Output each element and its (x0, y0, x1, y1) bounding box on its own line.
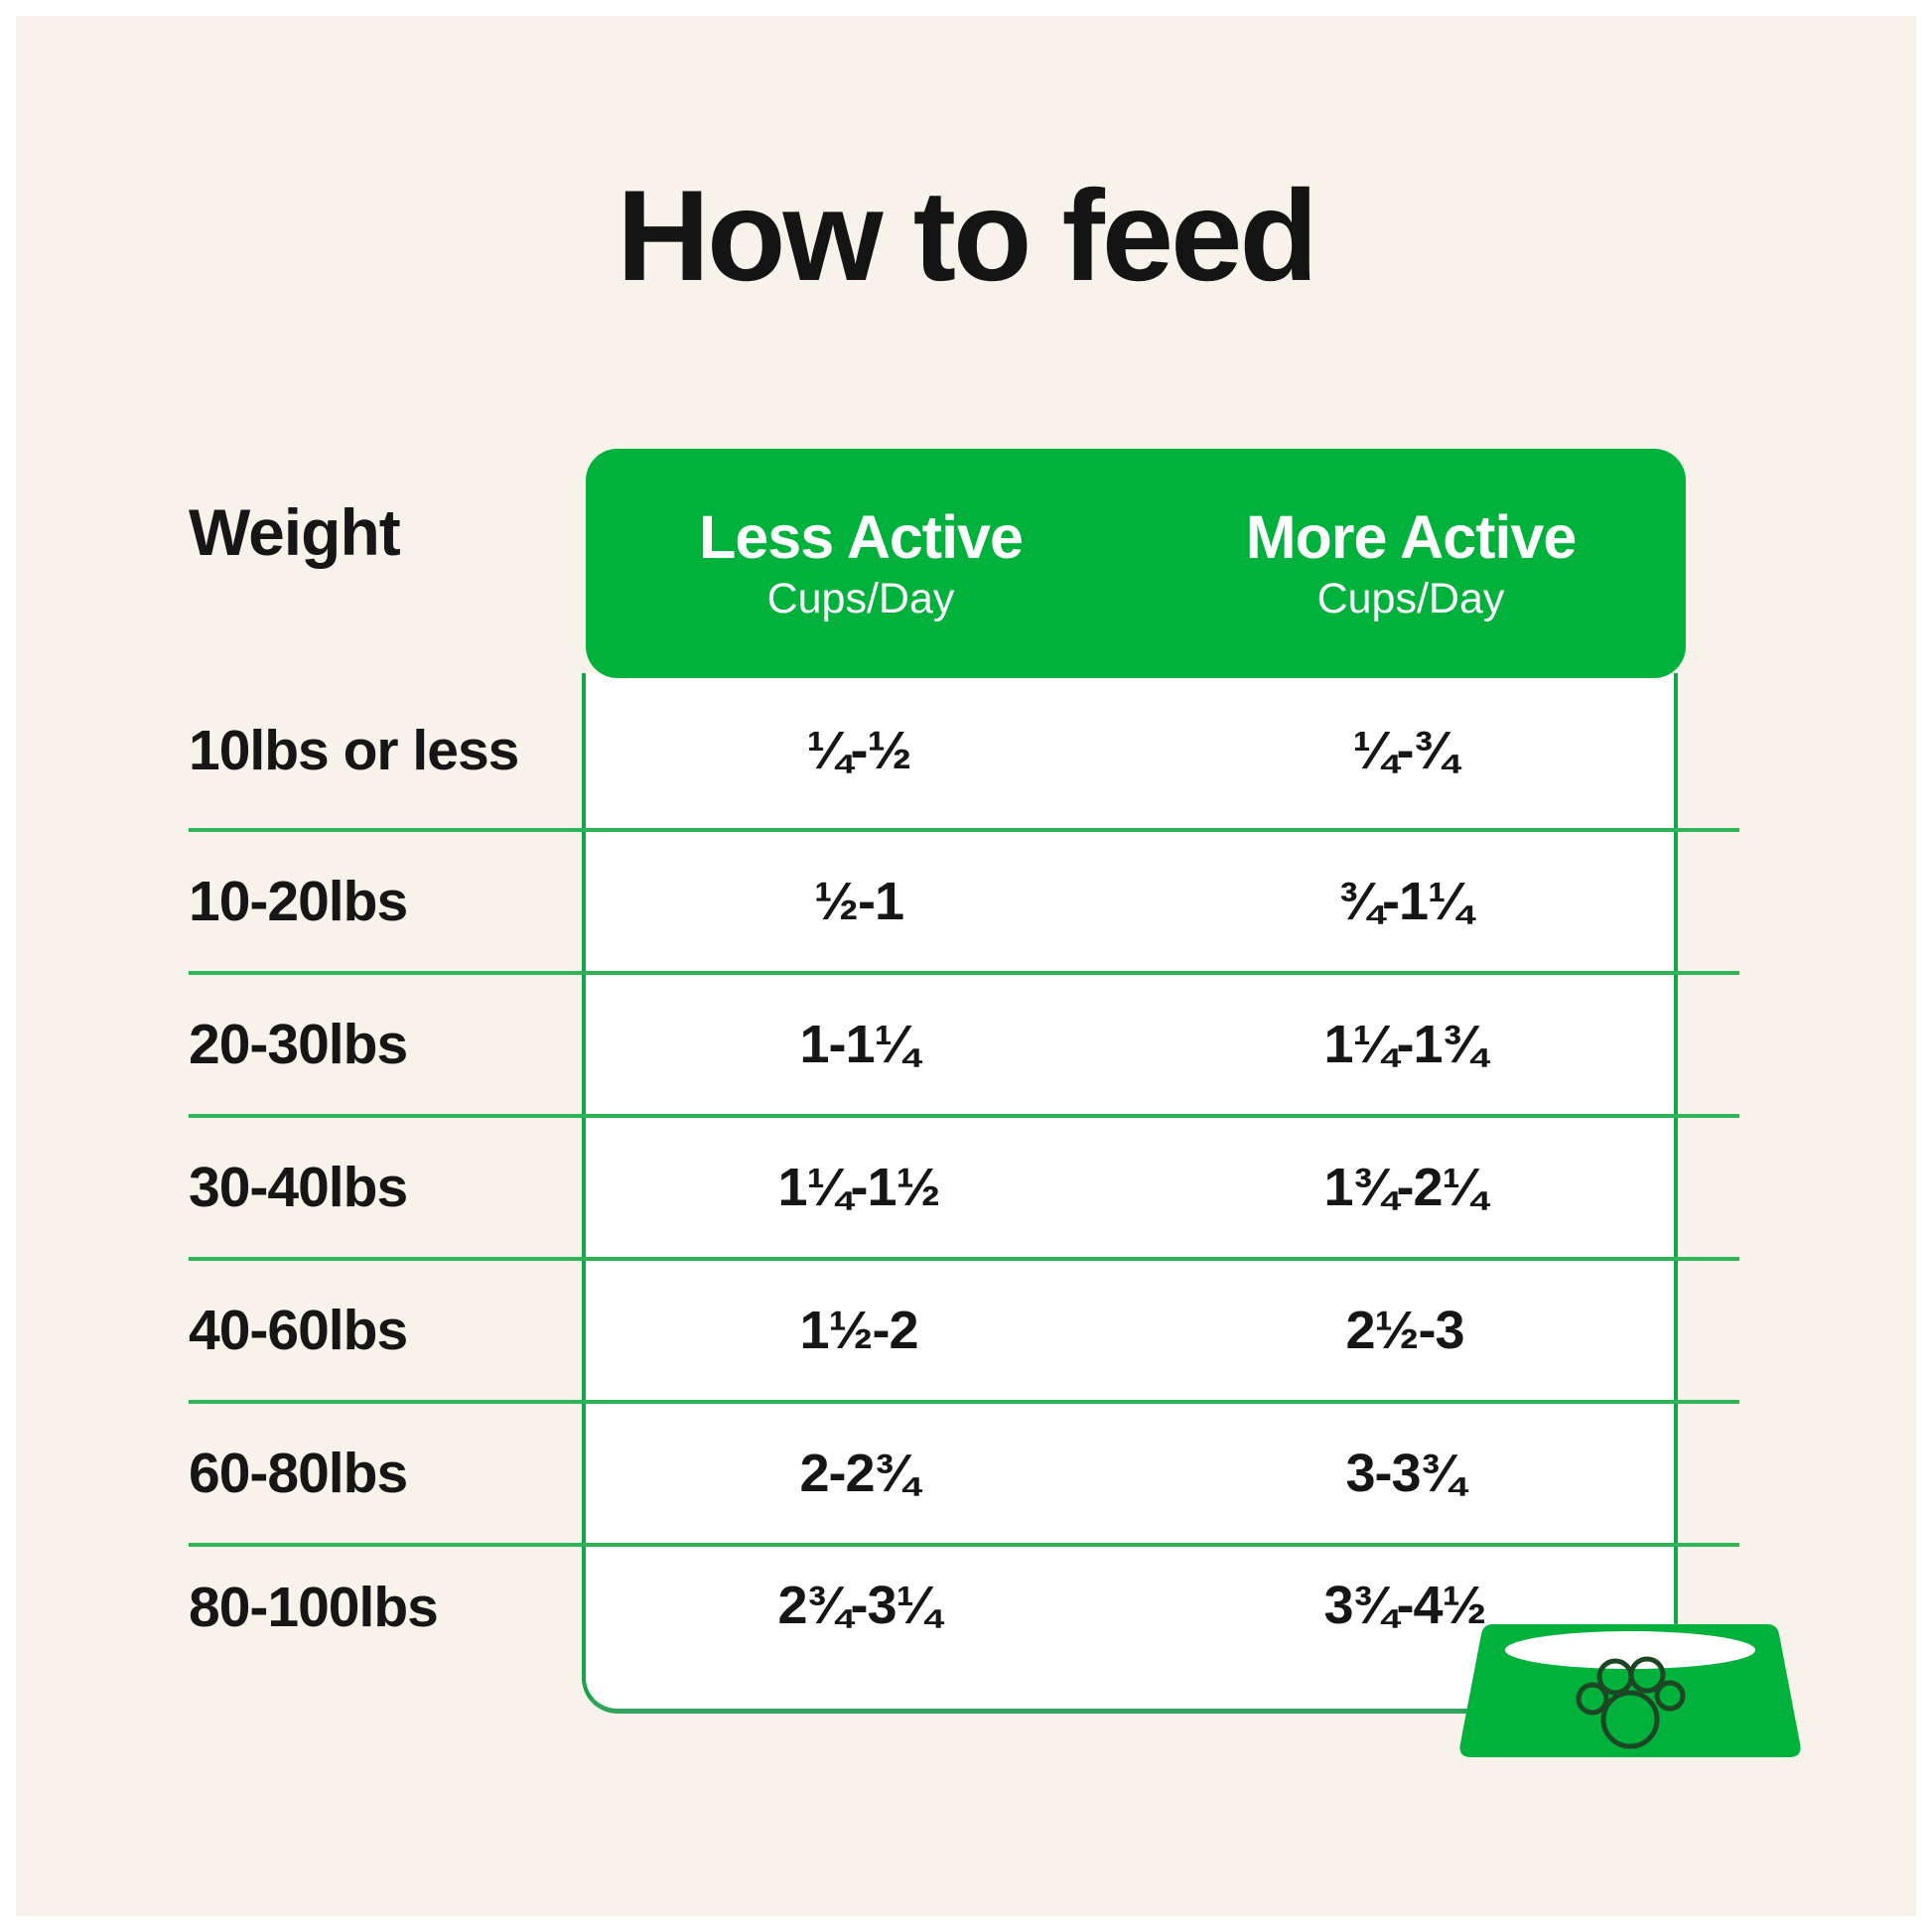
less-active-value: 1½-2 (799, 1301, 918, 1360)
table-header: Less Active Cups/Day More Active Cups/Da… (586, 449, 1686, 678)
table-row: 20-30lbs 1-1¼ 1¼-1¾ (189, 975, 1739, 1118)
row-values: ½-1 ¾-1¼ (586, 871, 1678, 932)
column-subtitle: Cups/Day (766, 574, 955, 622)
more-active-value: ¾-1¼ (1337, 872, 1472, 931)
row-values: 2¾-3¼ 3¾-4½ (586, 1547, 1678, 1636)
more-active-value: 3-3¾ (1345, 1444, 1464, 1503)
row-values: ¼-½ ¼-¾ (586, 720, 1678, 781)
column-header-more-active: More Active Cups/Day (1136, 449, 1686, 678)
dog-bowl-paw-icon (1459, 1624, 1801, 1757)
row-weight-label: 30-40lbs (189, 1156, 408, 1219)
row-values: 1¼-1½ 1¾-2¼ (586, 1157, 1678, 1218)
table-row: 40-60lbs 1½-2 2½-3 (189, 1261, 1739, 1404)
less-active-value: ¼-½ (806, 721, 911, 780)
row-weight-label: 20-30lbs (189, 1013, 408, 1076)
more-active-value: ¼-¾ (1352, 721, 1457, 780)
column-subtitle: Cups/Day (1316, 574, 1505, 622)
table-body-panel (582, 673, 1678, 1714)
less-active-value: 1¼-1½ (777, 1158, 940, 1217)
column-header-less-active: Less Active Cups/Day (586, 449, 1136, 678)
more-active-value: 1¼-1¾ (1323, 1015, 1486, 1074)
less-active-value: 1-1¼ (799, 1015, 918, 1074)
table-row: 30-40lbs 1¼-1½ 1¾-2¼ (189, 1118, 1739, 1261)
table-row: 10lbs or less ¼-½ ¼-¾ (189, 673, 1739, 832)
more-active-value: 2½-3 (1345, 1301, 1464, 1360)
row-weight-label: 40-60lbs (189, 1299, 408, 1362)
less-active-value: 2¾-3¼ (777, 1576, 940, 1635)
less-active-value: ½-1 (813, 872, 904, 931)
page-title: How to feed (617, 163, 1318, 308)
row-values: 1½-2 2½-3 (586, 1300, 1678, 1361)
table-row: 80-100lbs 2¾-3¼ 3¾-4½ (189, 1547, 1739, 1714)
row-weight-label: 10-20lbs (189, 870, 408, 933)
table-rows: 10lbs or less ¼-½ ¼-¾ 10-20lbs ½-1 ¾-1¼ … (189, 673, 1739, 1714)
row-weight-label: 80-100lbs (189, 1576, 439, 1639)
row-weight-label: 60-80lbs (189, 1442, 408, 1505)
column-title: More Active (1245, 502, 1578, 571)
column-title: Less Active (699, 502, 1024, 571)
table-row: 60-80lbs 2-2¾ 3-3¾ (189, 1404, 1739, 1547)
less-active-value: 2-2¾ (799, 1444, 918, 1503)
table-row: 10-20lbs ½-1 ¾-1¼ (189, 832, 1739, 975)
row-weight-label: 10lbs or less (189, 719, 519, 782)
more-active-value: 1¾-2¼ (1323, 1158, 1486, 1217)
row-values: 2-2¾ 3-3¾ (586, 1443, 1678, 1504)
weight-column-header: Weight (189, 495, 401, 569)
row-values: 1-1¼ 1¼-1¾ (586, 1014, 1678, 1075)
more-active-value: 3¾-4½ (1323, 1576, 1486, 1635)
